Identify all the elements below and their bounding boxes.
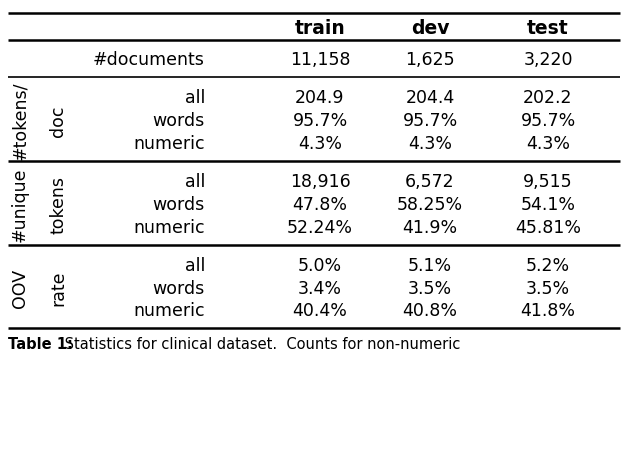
Text: 1,625: 1,625 [405, 51, 455, 69]
Text: #tokens/: #tokens/ [11, 82, 29, 160]
Text: Statistics for clinical dataset.  Counts for non-numeric: Statistics for clinical dataset. Counts … [60, 337, 460, 352]
Text: dev: dev [411, 18, 449, 37]
Text: 11,158: 11,158 [290, 51, 350, 69]
Text: 5.0%: 5.0% [298, 257, 342, 274]
Text: 41.9%: 41.9% [403, 219, 458, 236]
Text: 18,916: 18,916 [290, 173, 350, 191]
Text: 4.3%: 4.3% [298, 135, 342, 152]
Text: 40.4%: 40.4% [293, 301, 347, 319]
Text: 45.81%: 45.81% [515, 219, 581, 236]
Text: #unique: #unique [11, 167, 29, 242]
Text: rate: rate [49, 270, 67, 306]
Text: 6,572: 6,572 [405, 173, 455, 191]
Text: 9,515: 9,515 [523, 173, 573, 191]
Text: all: all [185, 257, 205, 274]
Text: 40.8%: 40.8% [403, 301, 458, 319]
Text: all: all [185, 173, 205, 191]
Text: 202.2: 202.2 [523, 89, 573, 107]
Text: 95.7%: 95.7% [403, 112, 458, 130]
Text: #documents: #documents [93, 51, 205, 69]
Text: 4.3%: 4.3% [526, 135, 570, 152]
Text: test: test [527, 18, 569, 37]
Text: 5.1%: 5.1% [408, 257, 452, 274]
Text: OOV: OOV [11, 268, 29, 308]
Text: numeric: numeric [133, 135, 205, 152]
Text: 58.25%: 58.25% [397, 196, 463, 213]
Text: 47.8%: 47.8% [293, 196, 347, 213]
Text: 3.5%: 3.5% [408, 279, 452, 297]
Text: 4.3%: 4.3% [408, 135, 452, 152]
Text: numeric: numeric [133, 301, 205, 319]
Text: 52.24%: 52.24% [287, 219, 353, 236]
Text: doc: doc [49, 105, 67, 137]
Text: 3.5%: 3.5% [526, 279, 570, 297]
Text: 5.2%: 5.2% [526, 257, 570, 274]
Text: tokens: tokens [49, 175, 67, 234]
Text: 95.7%: 95.7% [293, 112, 348, 130]
Text: 3.4%: 3.4% [298, 279, 342, 297]
Text: 3,220: 3,220 [523, 51, 573, 69]
Text: train: train [295, 18, 345, 37]
Text: 204.4: 204.4 [406, 89, 455, 107]
Text: 41.8%: 41.8% [521, 301, 575, 319]
Text: numeric: numeric [133, 219, 205, 236]
Text: 54.1%: 54.1% [521, 196, 575, 213]
Text: words: words [153, 279, 205, 297]
Text: 204.9: 204.9 [295, 89, 345, 107]
Text: all: all [185, 89, 205, 107]
Text: Table 1:: Table 1: [8, 337, 73, 352]
Text: 95.7%: 95.7% [521, 112, 576, 130]
Text: words: words [153, 112, 205, 130]
Text: words: words [153, 196, 205, 213]
